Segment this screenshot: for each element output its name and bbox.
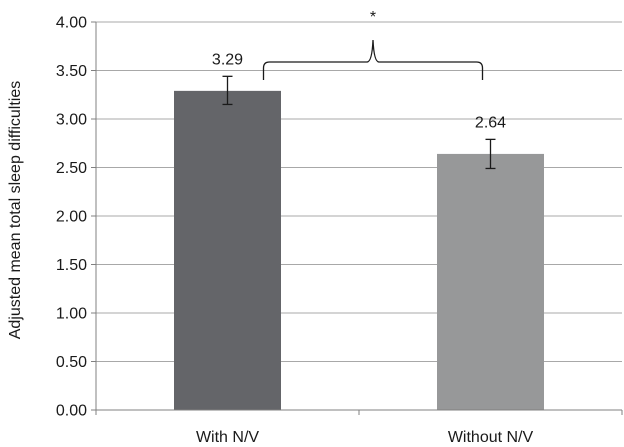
x-category-label: With N/V xyxy=(196,429,259,446)
y-tick-label: 3.50 xyxy=(56,63,87,80)
y-tick-label: 0.50 xyxy=(56,354,87,371)
significance-annotation: * xyxy=(262,9,484,80)
y-tick-label: 1.00 xyxy=(56,306,87,323)
data-labels: 3.29 2.64 xyxy=(212,51,506,131)
y-tick-label: 1.50 xyxy=(56,257,87,274)
x-category-label: Without N/V xyxy=(448,429,534,446)
y-tick-labels: 0.00 0.50 1.00 1.50 2.00 2.50 3.00 3.50 4.00 xyxy=(56,15,87,420)
data-label: 3.29 xyxy=(212,51,243,68)
y-tick-label: 3.00 xyxy=(56,112,87,129)
data-label: 2.64 xyxy=(475,114,506,131)
y-tick-label: 4.00 xyxy=(56,15,87,32)
bar-1 xyxy=(174,90,281,411)
bars xyxy=(174,90,544,411)
error-bars xyxy=(222,75,496,170)
y-tick-label: 2.00 xyxy=(56,209,87,226)
significance-star: * xyxy=(370,9,376,26)
y-tick-label: 2.50 xyxy=(56,160,87,177)
y-axis-title: Adjusted mean total sleep difficulties xyxy=(7,81,24,340)
x-category-labels: With N/V Without N/V xyxy=(196,429,534,446)
y-tick-label: 0.00 xyxy=(56,403,87,420)
significance-bracket xyxy=(262,39,484,80)
axes xyxy=(91,21,623,415)
bar-2 xyxy=(437,153,544,411)
